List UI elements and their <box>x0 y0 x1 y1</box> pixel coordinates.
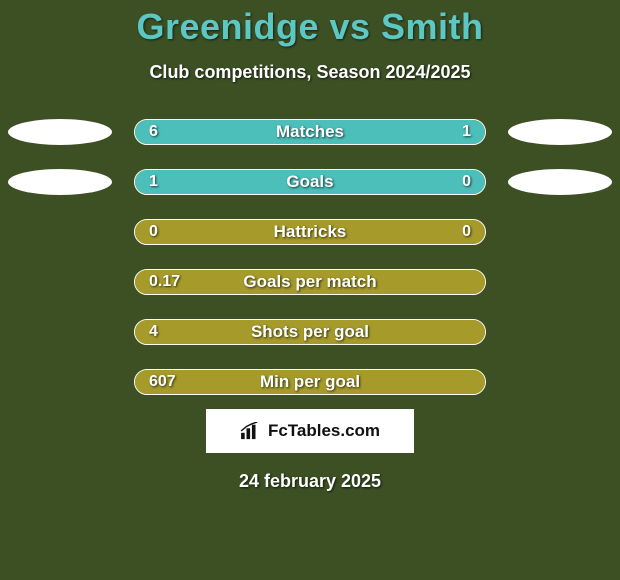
stat-bar: 61Matches <box>134 119 486 145</box>
stat-row: 61Matches <box>0 119 620 145</box>
chart-bars-icon <box>240 422 262 440</box>
stat-bar-right-fill <box>405 120 486 144</box>
stat-row: 4Shots per goal <box>0 319 620 345</box>
stats-container: 61Matches10Goals00Hattricks0.17Goals per… <box>0 119 620 395</box>
comparison-card: Greenidge vs Smith Club competitions, Se… <box>0 0 620 580</box>
stat-bar-left-fill <box>135 370 485 394</box>
stat-value-left: 1 <box>149 170 158 194</box>
logo-box[interactable]: FcTables.com <box>206 409 414 453</box>
stat-bar-left-fill <box>135 320 485 344</box>
logo-text: FcTables.com <box>268 421 380 441</box>
stat-bar-left-fill <box>135 270 485 294</box>
stat-row: 00Hattricks <box>0 219 620 245</box>
page-title: Greenidge vs Smith <box>0 6 620 48</box>
stat-bar: 0.17Goals per match <box>134 269 486 295</box>
stat-row: 607Min per goal <box>0 369 620 395</box>
stat-bar-left-fill <box>135 120 405 144</box>
page-subtitle: Club competitions, Season 2024/2025 <box>0 62 620 83</box>
stat-value-right: 0 <box>462 170 471 194</box>
stat-value-left: 0.17 <box>149 270 180 294</box>
stat-bar-left-fill <box>135 170 422 194</box>
stat-bar: 00Hattricks <box>134 219 486 245</box>
stat-bar: 607Min per goal <box>134 369 486 395</box>
stat-value-left: 6 <box>149 120 158 144</box>
footer-date: 24 february 2025 <box>0 471 620 492</box>
stat-row: 10Goals <box>0 169 620 195</box>
stat-bar-right-fill <box>422 170 485 194</box>
player-marker-left <box>8 169 112 195</box>
stat-value-left: 607 <box>149 370 176 394</box>
player-marker-left <box>8 119 112 145</box>
stat-bar: 4Shots per goal <box>134 319 486 345</box>
player-marker-right <box>508 169 612 195</box>
stat-bar: 10Goals <box>134 169 486 195</box>
stat-value-right: 1 <box>462 120 471 144</box>
stat-value-left: 4 <box>149 320 158 344</box>
stat-value-right: 0 <box>462 220 471 244</box>
stat-value-left: 0 <box>149 220 158 244</box>
player-marker-right <box>508 119 612 145</box>
stat-row: 0.17Goals per match <box>0 269 620 295</box>
